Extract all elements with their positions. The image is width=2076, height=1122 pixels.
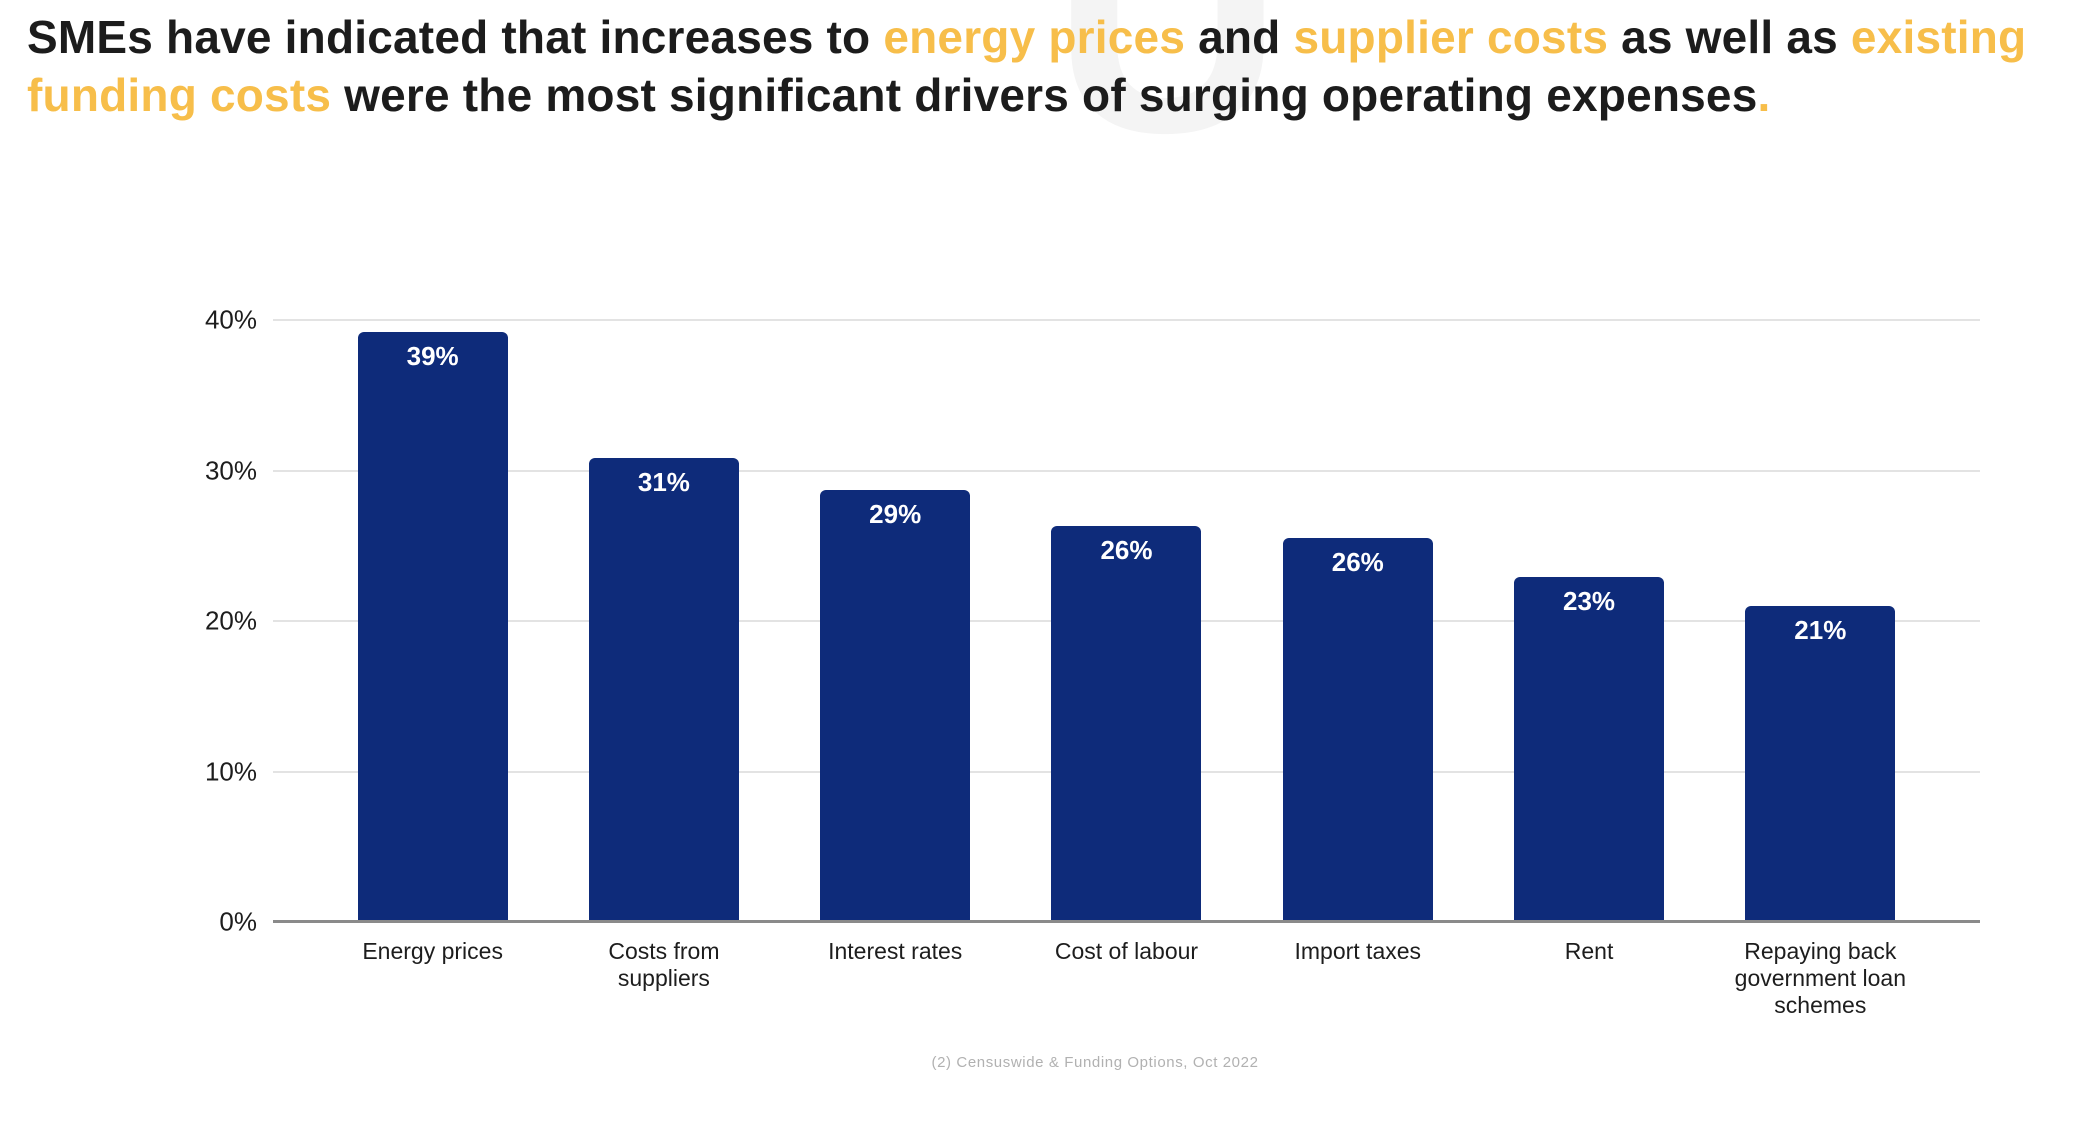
category-label: Costs from suppliers — [608, 938, 720, 991]
bar: 23% — [1514, 577, 1665, 922]
category-cell: Rent — [1473, 938, 1704, 1019]
category-cell: Repaying back government loan schemes — [1705, 938, 1936, 1019]
category-label: Energy prices — [362, 938, 503, 964]
bar-column: 29% — [780, 320, 1011, 922]
bar-column: 23% — [1473, 320, 1704, 922]
bar-value-label: 21% — [1794, 614, 1847, 645]
x-axis-line — [273, 920, 1980, 923]
gridline — [273, 469, 1980, 472]
bar: 26% — [1282, 538, 1433, 922]
y-tick-label: 20% — [204, 605, 257, 636]
category-cell: Cost of labour — [1011, 938, 1242, 1019]
bar-chart: 0% 10% 20% 30% 40% 39% 31% 29% 26% 26% 23% 21% — [205, 305, 1980, 937]
brand-watermark-u: U — [1052, 0, 1284, 199]
bar-column: 26% — [1011, 320, 1242, 922]
bar-column: 26% — [1242, 320, 1473, 922]
category-label: Cost of labour — [1054, 938, 1199, 964]
page-title: SMEs have indicated that increases to en… — [27, 8, 2062, 124]
bar: 21% — [1745, 605, 1896, 922]
title-segment: energy prices — [883, 11, 1186, 63]
bars-layer: 39% 31% 29% 26% 26% 23% 21% — [273, 320, 1980, 922]
y-tick-label: 0% — [219, 906, 257, 937]
title-segment: SMEs have indicated that increases to — [27, 11, 884, 63]
bar-column: 31% — [548, 320, 779, 922]
category-cell: Energy prices — [317, 938, 548, 1019]
bar: 39% — [357, 332, 508, 922]
title-segment: existing — [1850, 11, 2027, 63]
y-tick-label: 10% — [204, 756, 257, 786]
bar-value-label: 39% — [406, 341, 459, 372]
bar-value-label: 23% — [1563, 586, 1616, 617]
bar-column: 39% — [317, 320, 548, 922]
y-tick-label: 30% — [204, 455, 257, 485]
bar-value-label: 26% — [1100, 535, 1153, 566]
y-tick-label: 40% — [204, 304, 257, 335]
category-cell: Costs from suppliers — [548, 938, 779, 1019]
category-cell: Interest rates — [780, 938, 1011, 1019]
bar: 29% — [820, 490, 971, 922]
title-segment: and — [1185, 11, 1294, 63]
bar-column: 21% — [1705, 320, 1936, 922]
bar-value-label: 29% — [869, 499, 922, 530]
x-axis-category-labels: Energy prices Costs from suppliers Interes… — [273, 938, 1980, 1019]
bar-value-label: 31% — [637, 467, 690, 498]
title-segment: were the most significant drivers of sur… — [331, 69, 1758, 121]
title-segment: as well as — [1608, 11, 1851, 63]
title-segment: . — [1757, 69, 1771, 121]
category-label: Import taxes — [1294, 938, 1422, 964]
source-caption: (2) Censuswide & Funding Options, Oct 20… — [931, 1054, 1259, 1071]
category-label: Rent — [1564, 938, 1614, 964]
bar-value-label: 26% — [1331, 547, 1384, 578]
title-segment: funding costs — [27, 69, 332, 121]
bar: 26% — [1051, 526, 1202, 922]
category-cell: Import taxes — [1242, 938, 1473, 1019]
category-label: Interest rates — [828, 938, 963, 964]
title-segment: supplier costs — [1293, 11, 1609, 63]
gridline — [273, 319, 1980, 321]
category-label: Repaying back government loan schemes — [1734, 938, 1906, 1018]
bar: 31% — [588, 458, 739, 922]
